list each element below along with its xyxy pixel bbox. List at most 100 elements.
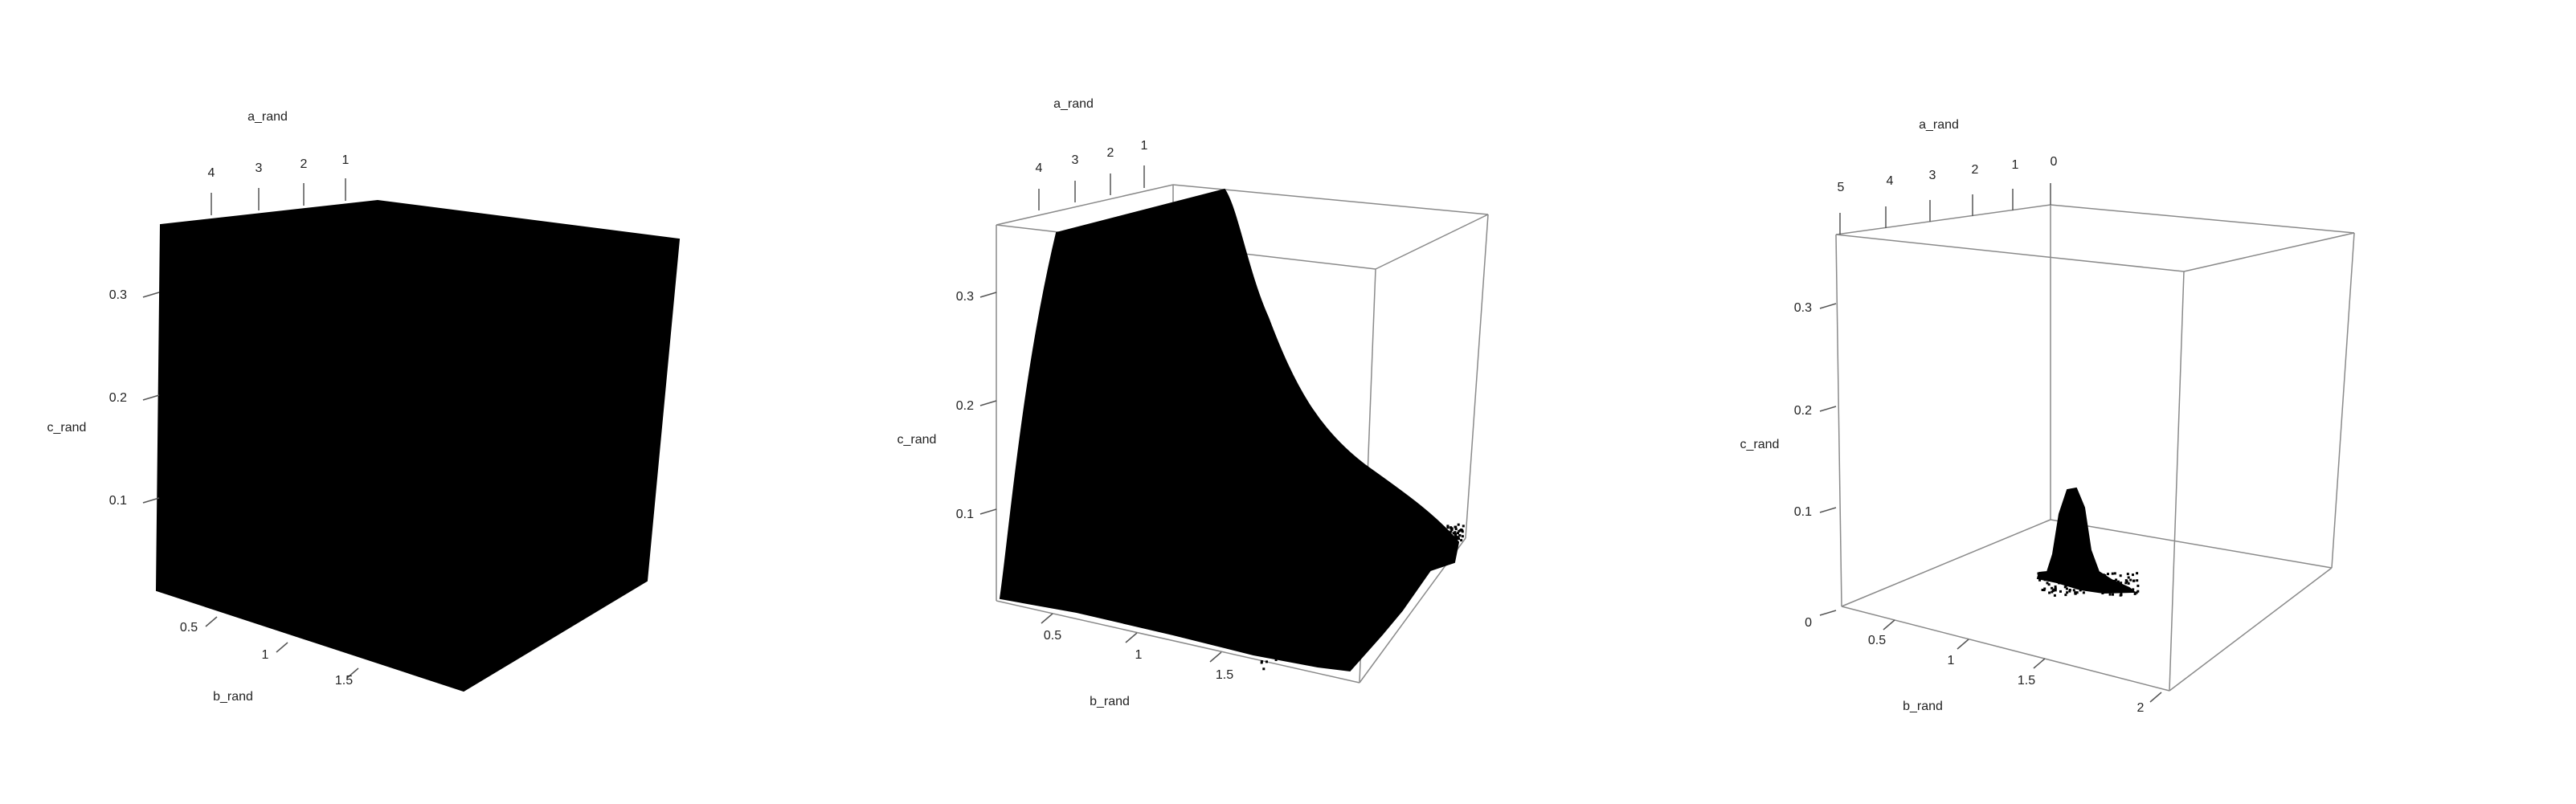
scatter-point (1396, 569, 1399, 573)
scatter-point (1392, 537, 1396, 540)
scatter-point (1310, 598, 1313, 602)
panel-2-ytick-label: 3 (1072, 153, 1079, 167)
scatter-point (1445, 549, 1448, 551)
scatter-point (1357, 586, 1360, 590)
panel-1-ztick-label: 0.1 (109, 494, 127, 508)
scatter-point (1339, 574, 1343, 577)
scatter-point (2063, 577, 2066, 580)
panel-2-xtick-label: 0.5 (1044, 629, 1061, 643)
scatter-point (1375, 588, 1378, 591)
scatter-point (1266, 577, 1270, 581)
scatter-point (1257, 586, 1260, 589)
scatter-point (1375, 594, 1378, 597)
scatter-point (1336, 598, 1339, 601)
scatter-point (1338, 577, 1341, 581)
scatter-point (1309, 585, 1312, 588)
scatter-point (1377, 576, 1380, 579)
scatter-point (1413, 541, 1416, 545)
scatter-point (1325, 619, 1328, 622)
panel-2-point-cloud (999, 188, 1460, 672)
scatter-point (1414, 530, 1417, 533)
scatter-point (2112, 593, 2114, 596)
scatter-point (2091, 581, 2093, 584)
scatter-point (2111, 572, 2114, 575)
scatter-point (1343, 573, 1347, 576)
scatter-point (1306, 558, 1309, 561)
scatter-point (1396, 545, 1398, 548)
scatter-point (2068, 590, 2071, 593)
scatter-point (1332, 594, 1335, 598)
scatter-point (1281, 624, 1284, 627)
panel-1-points (155, 199, 681, 692)
scatter-point (2082, 591, 2085, 594)
scatter-point (1426, 557, 1429, 560)
panel-3: a_rand 5 4 3 2 1 0 c_rand 0.3 0.2 0.1 0 … (1740, 118, 2355, 715)
scatter-point (1284, 551, 1286, 554)
panel-3-box (1835, 204, 2355, 692)
scatter-point (1404, 547, 1407, 550)
scatter-point (1311, 578, 1315, 582)
scatter-point (2131, 589, 2133, 592)
scatter-point (1452, 532, 1455, 535)
scatter-point (1406, 533, 1409, 536)
scatter-point (1269, 582, 1272, 586)
scatter-point (1354, 566, 1357, 569)
scatter-point (1400, 563, 1403, 565)
scatter-point (1441, 538, 1445, 541)
scatter-point (1278, 640, 1282, 643)
scatter-point (1320, 603, 1323, 606)
scatter-point (1383, 561, 1386, 564)
scatter-point (1446, 535, 1450, 538)
scatter-point (1375, 537, 1377, 541)
scatter-point (1333, 573, 1336, 577)
scatter-point (1306, 602, 1309, 604)
scatter-point (1441, 537, 1444, 540)
scatter-point (2107, 587, 2110, 590)
scatter-point (1289, 639, 1292, 642)
scatter-point (1454, 539, 1457, 542)
scatter-point (1379, 561, 1382, 565)
scatter-point (1263, 592, 1266, 595)
scatter-point (1387, 567, 1390, 570)
panel-3-points (2036, 487, 2140, 597)
scatter-point (1267, 568, 1270, 571)
scatter-point (2037, 572, 2040, 575)
scatter-point (1262, 644, 1265, 647)
scatter-point (1278, 563, 1282, 566)
scatter-point (1395, 553, 1398, 556)
scatter-point (1256, 630, 1259, 633)
scatter-point (1270, 654, 1273, 657)
scatter-point (1429, 528, 1432, 531)
scatter-point (1315, 624, 1319, 627)
scatter-point (1299, 589, 1302, 592)
scatter-point (1262, 640, 1266, 643)
scatter-point (1385, 557, 1388, 561)
scatter-point (1294, 582, 1298, 586)
scatter-point (1338, 557, 1341, 560)
scatter-point (1279, 631, 1282, 635)
scatter-point (1391, 563, 1394, 566)
scatter-point (1354, 602, 1357, 606)
scatter-point (1280, 622, 1283, 625)
scatter-point (1272, 621, 1275, 624)
scatter-point (1325, 544, 1328, 546)
scatter-point (1287, 639, 1290, 642)
scatter-point (1399, 533, 1402, 535)
scatter-point (2080, 574, 2083, 577)
scatter-point (1302, 568, 1305, 571)
scatter-point (1259, 614, 1262, 618)
scatter-point (1255, 620, 1258, 623)
scatter-point (1303, 626, 1306, 629)
scatter-point (1409, 533, 1413, 536)
scatter-point (1391, 573, 1394, 576)
scatter-point (1460, 529, 1463, 531)
scatter-point (1403, 553, 1406, 556)
scatter-point (1394, 554, 1397, 557)
scatter-point (1394, 558, 1397, 561)
scatter-point (1404, 569, 1407, 571)
scatter-point (1311, 602, 1315, 606)
scatter-point (1305, 624, 1308, 627)
panel-2-ytick-label: 1 (1141, 139, 1148, 153)
scatter-point (1443, 545, 1445, 548)
scatter-point (1406, 546, 1409, 549)
